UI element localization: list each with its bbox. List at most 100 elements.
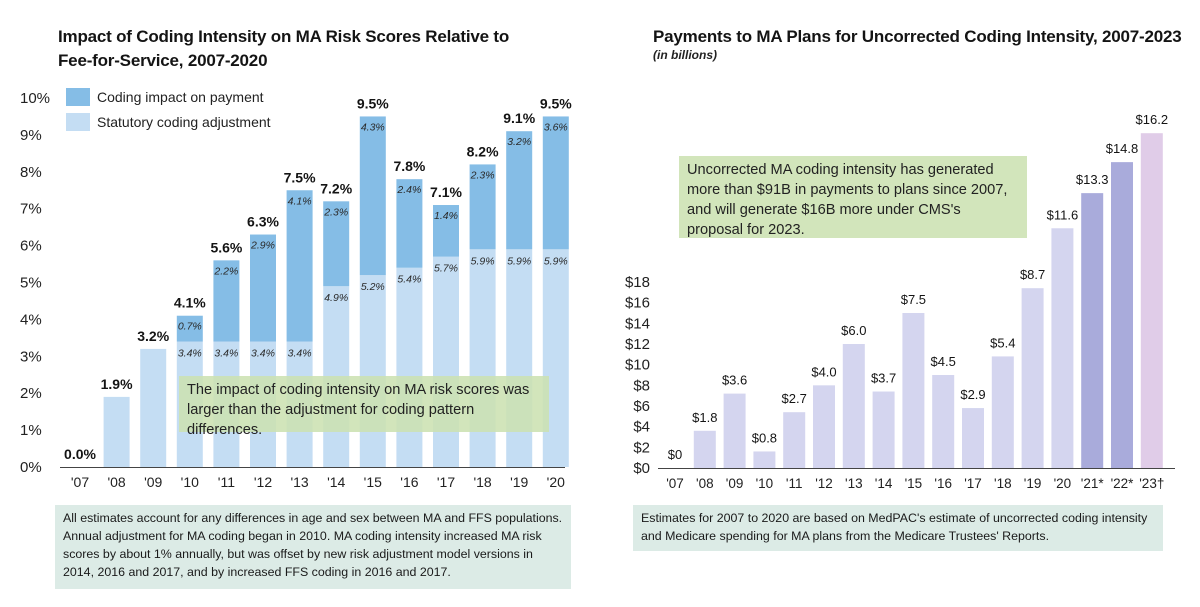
x-tick-label: '18 xyxy=(473,474,491,490)
coding-impact-bar xyxy=(469,164,496,250)
payment-bar xyxy=(932,375,955,468)
x-tick-label: '16 xyxy=(400,474,418,490)
y-tick-label: 0% xyxy=(20,459,42,476)
total-value-label: 4.1% xyxy=(174,295,206,311)
impact-value-label: 2.3% xyxy=(323,206,348,218)
x-tick-label: '20 xyxy=(1054,476,1072,491)
payment-value-label: $3.7 xyxy=(871,371,896,386)
y-tick-label: 1% xyxy=(20,422,42,439)
total-value-label: 9.1% xyxy=(503,110,535,126)
y-tick-label: $8 xyxy=(633,377,650,394)
x-tick-label: '21* xyxy=(1081,476,1105,491)
right-chart-title: Payments to MA Plans for Uncorrected Cod… xyxy=(653,27,1182,46)
y-tick-label: $14 xyxy=(625,315,650,332)
y-tick-label: $0 xyxy=(633,460,650,477)
payment-value-label: $2.7 xyxy=(782,391,807,406)
payment-value-label: $3.6 xyxy=(722,373,747,388)
x-tick-label: '22* xyxy=(1111,476,1135,491)
right-chart-footnote: Estimates for 2007 to 2020 are based on … xyxy=(633,505,1163,551)
impact-value-label: 4.3% xyxy=(361,121,385,133)
impact-value-label: 4.1% xyxy=(288,195,312,207)
legend-swatch-coding-impact xyxy=(66,88,90,106)
payment-bar xyxy=(783,412,806,468)
payment-value-label: $16.2 xyxy=(1136,112,1169,127)
coding-impact-bar xyxy=(176,315,203,342)
x-tick-label: '12 xyxy=(254,474,272,490)
statutory-value-label: 5.9% xyxy=(544,255,568,267)
x-tick-label: '11 xyxy=(786,476,803,491)
payment-bar xyxy=(842,344,865,468)
legend-label-coding-impact: Coding impact on payment xyxy=(97,89,264,105)
total-value-label: 9.5% xyxy=(357,95,389,111)
x-tick-label: '09 xyxy=(726,476,744,491)
right-chart-panel: Payments to MA Plans for Uncorrected Cod… xyxy=(600,0,1200,607)
impact-value-label: 3.6% xyxy=(544,121,568,133)
x-tick-label: '16 xyxy=(934,476,952,491)
x-tick-label: '09 xyxy=(144,474,162,490)
payment-value-label: $13.3 xyxy=(1076,172,1109,187)
coding-impact-bar xyxy=(286,190,313,342)
x-tick-label: '17 xyxy=(964,476,982,491)
x-tick-label: '12 xyxy=(815,476,833,491)
x-tick-label: '14 xyxy=(327,474,345,490)
total-value-label: 9.5% xyxy=(540,95,572,111)
x-tick-label: '19 xyxy=(1024,476,1042,491)
payment-bar xyxy=(1140,133,1163,468)
total-value-label: 7.1% xyxy=(430,184,462,200)
y-tick-label: $18 xyxy=(625,274,650,291)
left-chart-panel: Impact of Coding Intensity on MA Risk Sc… xyxy=(0,0,590,607)
x-tick-label: '17 xyxy=(437,474,455,490)
statutory-bar xyxy=(140,348,167,467)
left-chart-footnote: All estimates account for any difference… xyxy=(55,505,571,589)
statutory-value-label: 5.9% xyxy=(507,255,531,267)
statutory-value-label: 3.4% xyxy=(288,348,312,360)
statutory-bar xyxy=(433,256,459,467)
statutory-bar xyxy=(103,396,130,467)
x-tick-label: '23† xyxy=(1139,476,1164,491)
coding-impact-bar xyxy=(213,260,240,342)
x-tick-label: '10 xyxy=(181,474,199,490)
x-tick-label: '19 xyxy=(510,474,528,490)
left-chart-title: Impact of Coding Intensity on MA Risk Sc… xyxy=(58,27,510,70)
right-chart-subtitle: (in billions) xyxy=(653,48,717,62)
coding-impact-bar xyxy=(506,131,533,250)
statutory-bar xyxy=(542,249,569,467)
y-tick-label: $2 xyxy=(633,439,650,456)
y-tick-label: 7% xyxy=(20,201,42,218)
total-value-label: 7.5% xyxy=(284,169,316,185)
payment-value-label: $6.0 xyxy=(841,323,866,338)
x-tick-label: '15 xyxy=(905,476,923,491)
y-tick-label: 6% xyxy=(20,238,42,255)
impact-value-label: 0.7% xyxy=(178,321,202,333)
payment-value-label: $14.8 xyxy=(1106,141,1139,156)
total-value-label: 3.2% xyxy=(137,328,169,344)
payment-bar xyxy=(1111,162,1133,468)
left-chart-callout: The impact of coding intensity on MA ris… xyxy=(179,376,549,438)
coding-impact-bar xyxy=(323,201,350,287)
x-tick-label: '13 xyxy=(845,476,863,491)
total-value-label: 1.9% xyxy=(101,376,133,392)
payment-value-label: $0 xyxy=(668,447,682,462)
payment-bar xyxy=(693,430,716,468)
x-tick-label: '10 xyxy=(756,476,774,491)
x-tick-label: '07 xyxy=(666,476,684,491)
coding-impact-bar xyxy=(250,234,276,342)
impact-value-label: 2.9% xyxy=(250,240,275,252)
impact-value-label: 2.2% xyxy=(213,265,238,277)
impact-value-label: 3.2% xyxy=(507,136,531,148)
total-value-label: 8.2% xyxy=(467,143,499,159)
payment-bar xyxy=(872,391,895,468)
statutory-bar xyxy=(506,249,533,467)
payment-value-label: $8.7 xyxy=(1020,267,1045,282)
payment-bar xyxy=(1081,193,1104,468)
statutory-value-label: 3.4% xyxy=(178,348,202,360)
total-value-label: 7.2% xyxy=(320,180,352,196)
total-value-label: 6.3% xyxy=(247,214,279,230)
x-tick-label: '14 xyxy=(875,476,893,491)
legend-label-statutory: Statutory coding adjustment xyxy=(97,114,271,130)
y-tick-label: 8% xyxy=(20,164,42,181)
statutory-bar xyxy=(396,267,423,467)
y-tick-label: $16 xyxy=(625,295,650,312)
statutory-value-label: 5.2% xyxy=(361,281,385,293)
payment-value-label: $1.8 xyxy=(692,410,717,425)
